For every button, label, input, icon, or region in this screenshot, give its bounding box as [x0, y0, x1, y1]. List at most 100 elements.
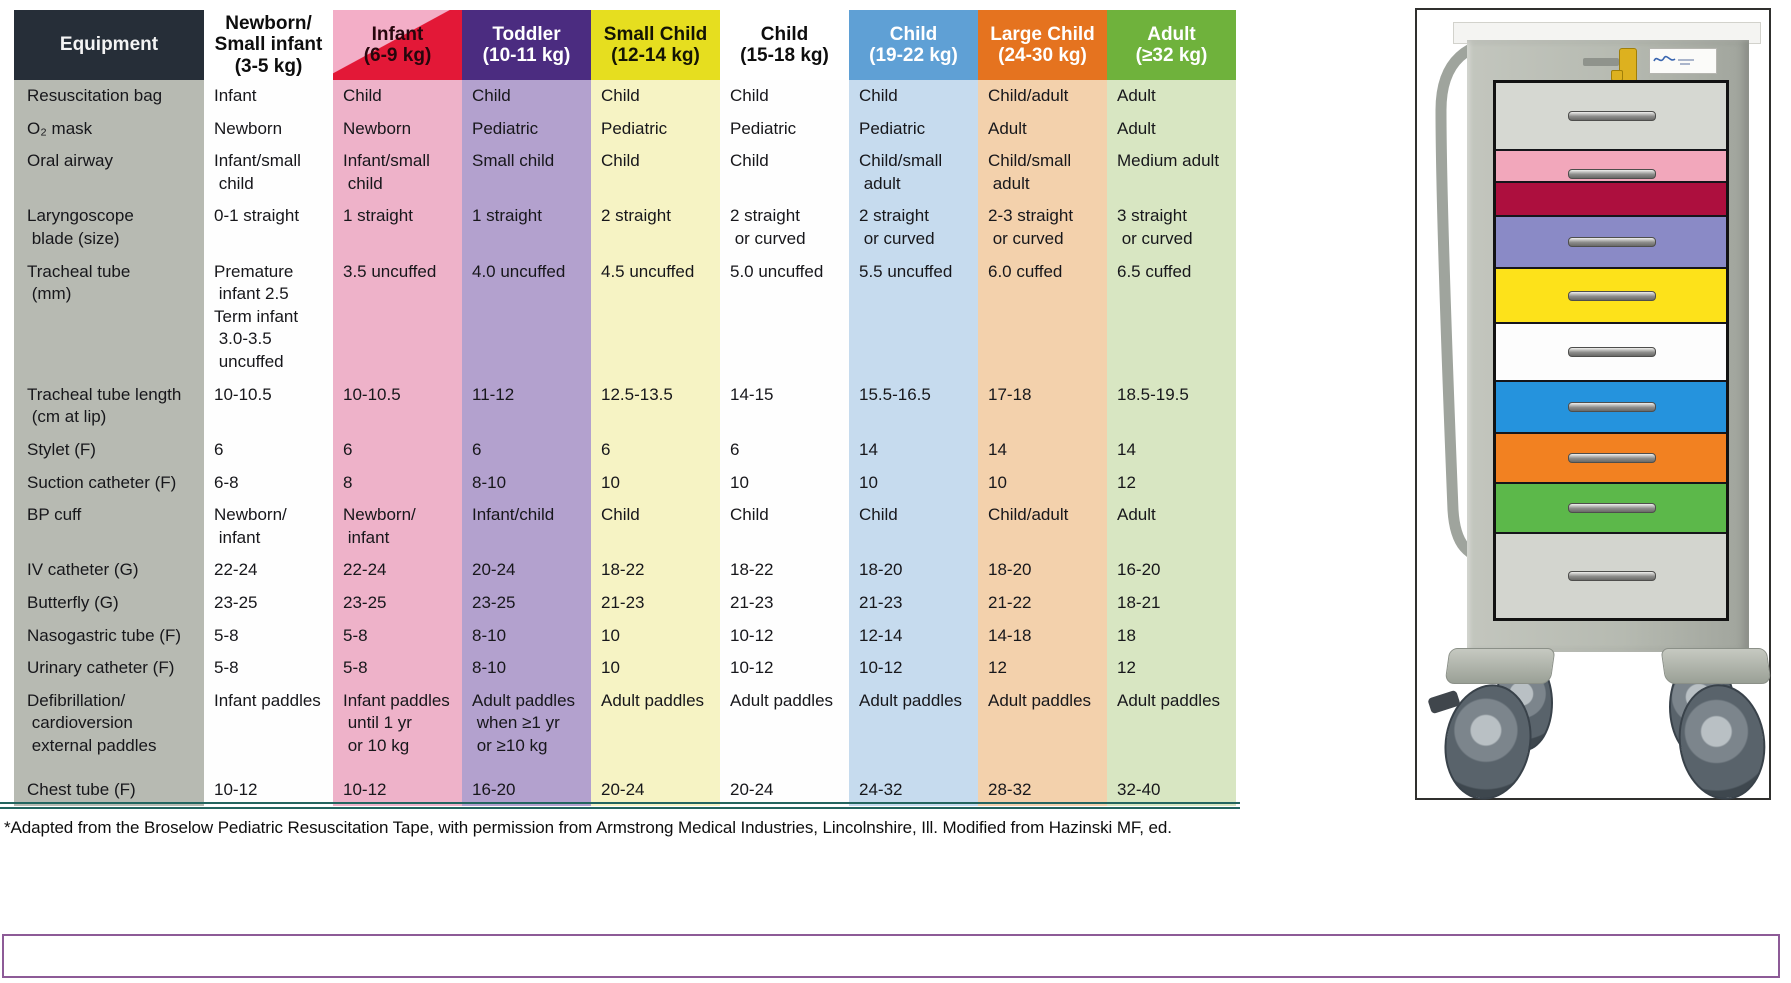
equipment-cell: 2 straight or curved: [720, 200, 849, 256]
equipment-cell: 28-32: [978, 773, 1107, 807]
equipment-cell: 18.5-19.5: [1107, 378, 1236, 434]
equipment-cell: Newborn: [204, 112, 333, 146]
equipment-cell: Adult paddles: [978, 684, 1107, 774]
equipment-cell: 10-12: [849, 652, 978, 685]
equipment-cell: Child/adult: [978, 499, 1107, 555]
equipment-cell: Infant paddles: [204, 684, 333, 774]
drawer-orange: [1496, 434, 1726, 484]
equipment-cell: 14-15: [720, 378, 849, 434]
equipment-cell: 24-32: [849, 773, 978, 807]
equipment-cell: 10: [849, 466, 978, 500]
equipment-cell: 17-18: [978, 378, 1107, 434]
equipment-cell: 32-40: [1107, 773, 1236, 807]
equipment-cell: Child: [849, 80, 978, 113]
equipment-cell: Small child: [462, 145, 591, 201]
equipment-cell: Adult: [1107, 112, 1236, 146]
equipment-label: BP cuff: [14, 499, 204, 555]
table-row: Stylet (F) 6 6 6 6 6 14 14 14: [14, 433, 1236, 467]
equipment-cell: 18-22: [720, 554, 849, 587]
table-row: Urinary catheter (F) 5-8 5-8 8-10 10 10-12 10-…: [14, 652, 1236, 685]
equipment-cell: 5.0 uncuffed: [720, 255, 849, 379]
equipment-cell: Child: [462, 80, 591, 113]
drawer-green: [1496, 484, 1726, 534]
equipment-cell: Child: [849, 499, 978, 555]
equipment-cell: 16-20: [1107, 554, 1236, 587]
equipment-cell: 20-24: [591, 773, 720, 807]
equipment-cell: 2-3 straight or curved: [978, 200, 1107, 256]
equipment-cell: 6: [204, 433, 333, 467]
equipment-cell: 10-10.5: [333, 378, 462, 434]
drawer-handle: [1568, 402, 1656, 412]
equipment-cell: 10-12: [720, 619, 849, 653]
equipment-cell: 4.0 uncuffed: [462, 255, 591, 379]
equipment-cell: 23-25: [462, 586, 591, 620]
cart-label: [1649, 48, 1717, 74]
drawer-handle: [1568, 290, 1656, 301]
equipment-cell: 0-1 straight: [204, 200, 333, 256]
equipment-cell: 10-12: [333, 773, 462, 807]
equipment-cell: 5-8: [333, 619, 462, 653]
equipment-cell: 11-12: [462, 378, 591, 434]
table-row: Oral airway Infant/small child Infant/smal…: [14, 145, 1236, 201]
equipment-cell: Infant/child: [462, 499, 591, 555]
equipment-label: Stylet (F): [14, 433, 204, 467]
table-row: Tracheal tube (mm) Premature infant 2.5 T…: [14, 255, 1236, 379]
equipment-cell: 2 straight: [591, 200, 720, 256]
table-row: Resuscitation bag Infant Child Child Child Ch…: [14, 80, 1236, 113]
drawer-handle: [1568, 111, 1656, 121]
equipment-cell: Newborn: [333, 112, 462, 146]
equipment-cell: 10-10.5: [204, 378, 333, 434]
table-row: Tracheal tube length (cm at lip) 10-10.5 1…: [14, 378, 1236, 434]
equipment-label: Butterfly (G): [14, 586, 204, 620]
cart-cabinet: [1467, 40, 1749, 652]
equipment-label: Nasogastric tube (F): [14, 619, 204, 653]
equipment-cell: Adult: [1107, 80, 1236, 113]
drawer-pink: [1496, 151, 1726, 183]
equipment-cell: 8-10: [462, 466, 591, 500]
equipment-cell: 3 straight or curved: [1107, 200, 1236, 256]
equipment-cell: 10: [591, 466, 720, 500]
caption-box: [2, 934, 1780, 978]
table-row: Nasogastric tube (F) 5-8 5-8 8-10 10 10-12 12-…: [14, 619, 1236, 653]
equipment-cell: 14: [849, 433, 978, 467]
equipment-cell: 8-10: [462, 652, 591, 685]
equipment-cell: Adult: [978, 112, 1107, 146]
equipment-table: Equipment Newborn/ Small infant (3-5 kg) I…: [14, 10, 1236, 807]
equipment-cell: 18-20: [978, 554, 1107, 587]
table-row: BP cuff Newborn/ infant Newborn/ infant Inf…: [14, 499, 1236, 555]
table-row: Butterfly (G) 23-25 23-25 23-25 21-23 21-23 21…: [14, 586, 1236, 620]
equipment-cell: 16-20: [462, 773, 591, 807]
drawer-white: [1496, 324, 1726, 382]
table-row: O₂ mask Newborn Newborn Pediatric Pediatric P…: [14, 112, 1236, 146]
equipment-cell: 10-12: [204, 773, 333, 807]
equipment-label: Tracheal tube (mm): [14, 255, 204, 379]
equipment-label: Resuscitation bag: [14, 80, 204, 113]
crash-cart-photo: [1415, 8, 1773, 807]
equipment-cell: 12: [1107, 652, 1236, 685]
equipment-cell: Child: [720, 499, 849, 555]
equipment-cell: 21-23: [720, 586, 849, 620]
equipment-label: IV catheter (G): [14, 554, 204, 587]
equipment-cell: 10: [720, 466, 849, 500]
equipment-cell: 5-8: [204, 652, 333, 685]
column-header-adult: Adult (≥32 kg): [1107, 10, 1236, 80]
column-header-child-19-22: Child (19-22 kg): [849, 10, 978, 80]
equipment-cell: 3.5 uncuffed: [333, 255, 462, 379]
equipment-cell: Medium adult: [1107, 145, 1236, 201]
equipment-cell: 23-25: [333, 586, 462, 620]
equipment-cell: 12-14: [849, 619, 978, 653]
equipment-cell: Infant paddles until 1 yr or 10 kg: [333, 684, 462, 774]
caster-mount-right: [1660, 648, 1772, 684]
equipment-cell: 10: [591, 652, 720, 685]
equipment-cell: 14: [978, 433, 1107, 467]
equipment-cell: 5.5 uncuffed: [849, 255, 978, 379]
equipment-cell: 12.5-13.5: [591, 378, 720, 434]
equipment-cell: 21-23: [591, 586, 720, 620]
drawer-stack: [1493, 80, 1729, 621]
equipment-cell: 14-18: [978, 619, 1107, 653]
equipment-cell: 14: [1107, 433, 1236, 467]
table-row: Chest tube (F) 10-12 10-12 16-20 20-24 20-24 2…: [14, 773, 1236, 807]
equipment-cell: Child: [720, 145, 849, 201]
equipment-cell: Child/small adult: [849, 145, 978, 201]
table-header-row: Equipment Newborn/ Small infant (3-5 kg) I…: [14, 10, 1236, 80]
